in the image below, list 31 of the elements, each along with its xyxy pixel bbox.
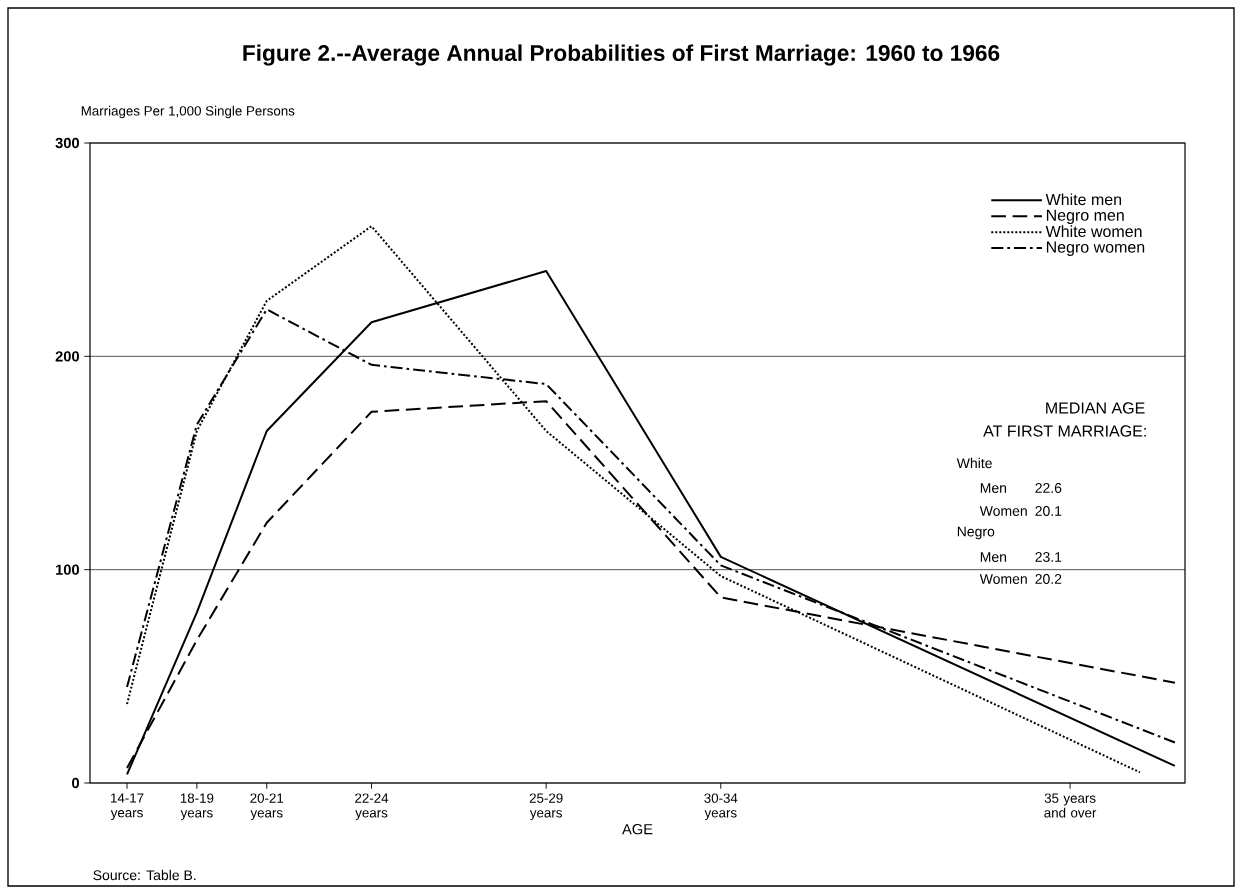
y-tick-label: 100 xyxy=(56,564,79,575)
annotation: Women xyxy=(979,574,1027,584)
x-tick-label: 30-34 years xyxy=(704,793,738,821)
legend-label: White women xyxy=(1045,225,1142,238)
annotation: 23.1 xyxy=(1035,552,1062,562)
y-axis-title: Marriages Per 1,000 Single Persons xyxy=(81,105,295,119)
annotation: 22.6 xyxy=(1035,483,1062,493)
x-tick-label: 22-24 years xyxy=(355,793,389,821)
annotation: AT FIRST MARRIAGE: xyxy=(983,425,1146,437)
x-tick-label: 18-19 years xyxy=(180,793,214,821)
source-note: Source: Table B. xyxy=(93,869,196,881)
x-tick-label: 20-21 years xyxy=(250,793,284,821)
annotation: 20.2 xyxy=(1035,574,1062,584)
y-tick-label: 200 xyxy=(55,351,79,362)
x-tick-label: 14-17 years xyxy=(110,793,144,820)
x-tick-label: 25-29 years xyxy=(529,793,563,821)
annotation: Negro xyxy=(957,526,995,540)
chart-title: Figure 2.--Average Annual Probabilities of First Marriage: 1960 to 1966 xyxy=(243,44,1000,66)
y-tick-label: 300 xyxy=(55,137,79,149)
x-axis-title: AGE xyxy=(622,823,653,835)
y-tick-label: 0 xyxy=(72,777,79,789)
annotation: Men xyxy=(980,483,1007,493)
annotation: Men xyxy=(980,552,1007,562)
legend-label: Negro women xyxy=(1046,241,1145,256)
x-tick-label: 35 years and over xyxy=(1044,793,1097,818)
legend-label: White men xyxy=(1045,193,1122,206)
annotation: White xyxy=(956,457,992,469)
annotation: Women xyxy=(979,506,1027,516)
annotation: MEDIAN AGE xyxy=(1046,402,1145,414)
annotation: 20.1 xyxy=(1035,506,1062,516)
legend-label: Negro men xyxy=(1046,209,1124,224)
